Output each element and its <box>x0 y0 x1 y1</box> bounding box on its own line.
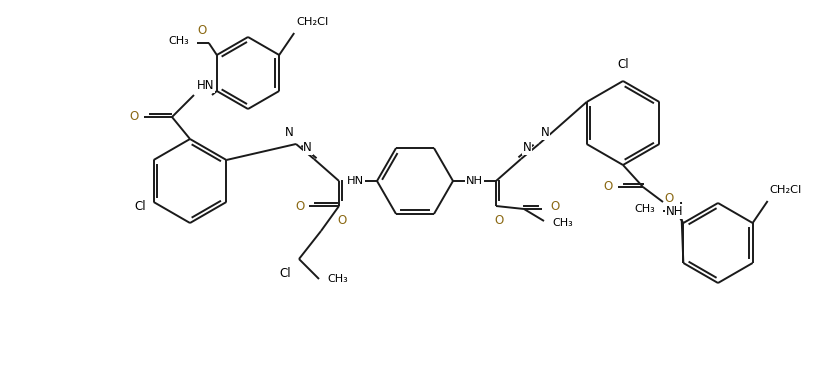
Text: HN: HN <box>196 79 214 92</box>
Text: NH: NH <box>466 176 482 186</box>
Text: Cl: Cl <box>616 58 628 71</box>
Text: CH₃: CH₃ <box>634 204 655 214</box>
Text: O: O <box>130 111 139 124</box>
Text: N: N <box>522 141 531 154</box>
Text: CH₃: CH₃ <box>551 218 572 228</box>
Text: CH₂Cl: CH₂Cl <box>769 185 801 195</box>
Text: N: N <box>285 126 293 139</box>
Text: O: O <box>295 199 304 212</box>
Text: Cl: Cl <box>134 201 145 213</box>
Text: NH: NH <box>665 205 683 218</box>
Text: O: O <box>337 214 346 227</box>
Text: HN: HN <box>346 176 364 186</box>
Text: O: O <box>663 192 672 205</box>
Text: CH₃: CH₃ <box>168 36 189 46</box>
Text: O: O <box>603 181 612 194</box>
Text: O: O <box>197 24 206 37</box>
Text: Cl: Cl <box>279 267 291 280</box>
Text: O: O <box>549 201 558 213</box>
Text: CH₃: CH₃ <box>327 274 347 284</box>
Text: N: N <box>540 126 549 139</box>
Text: O: O <box>494 214 503 227</box>
Text: N: N <box>303 141 312 154</box>
Text: CH₂Cl: CH₂Cl <box>296 17 328 27</box>
